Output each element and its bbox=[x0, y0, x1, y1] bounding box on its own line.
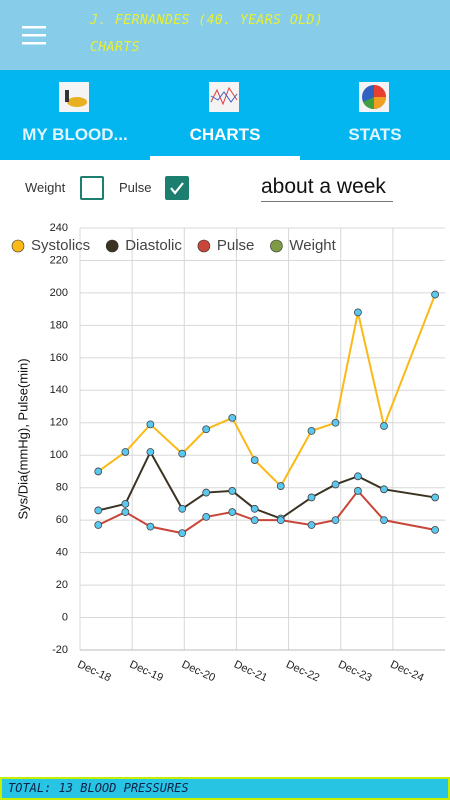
y-tick-label: 40 bbox=[56, 547, 68, 559]
legend-label: Weight bbox=[289, 237, 336, 254]
data-point bbox=[331, 480, 340, 489]
legend-swatch bbox=[11, 239, 25, 253]
legend-label: Diastolic bbox=[125, 237, 182, 254]
data-point bbox=[228, 508, 237, 516]
data-point bbox=[380, 485, 388, 494]
y-tick-label: 120 bbox=[50, 417, 68, 429]
tab-icon bbox=[209, 82, 239, 112]
data-point bbox=[94, 467, 103, 476]
tab-icon bbox=[59, 82, 89, 112]
tab-icon bbox=[359, 82, 389, 112]
data-point bbox=[178, 529, 187, 538]
x-tick-label: Dec-18 bbox=[76, 658, 113, 684]
data-point bbox=[431, 493, 439, 502]
y-tick-label: 240 bbox=[50, 222, 68, 234]
tab[interactable]: CHARTS bbox=[189, 125, 261, 144]
data-point bbox=[146, 522, 155, 531]
check-mark bbox=[170, 182, 184, 195]
data-point bbox=[276, 482, 285, 490]
data-point bbox=[250, 504, 259, 513]
tab-indicator bbox=[150, 156, 300, 160]
y-tick-label: 180 bbox=[50, 319, 68, 331]
data-point bbox=[202, 513, 211, 521]
x-tick-label: Dec-21 bbox=[232, 658, 269, 684]
data-point bbox=[276, 516, 285, 525]
range-dropdown[interactable]: about a week bbox=[261, 175, 393, 202]
y-tick-label: 80 bbox=[56, 482, 68, 494]
data-point bbox=[121, 448, 130, 456]
y-tick-label: 0 bbox=[62, 611, 68, 623]
legend-swatch bbox=[197, 239, 211, 253]
y-tick-label: 160 bbox=[50, 352, 68, 364]
data-point bbox=[178, 449, 187, 458]
y-tick-label: 20 bbox=[56, 579, 68, 591]
menu-icon[interactable] bbox=[22, 24, 52, 48]
checkbox[interactable] bbox=[165, 176, 189, 200]
data-point bbox=[228, 487, 237, 495]
data-point bbox=[121, 500, 130, 508]
data-point bbox=[354, 472, 362, 481]
tab-bar: MY BLOOD... CHARTS STATS bbox=[0, 70, 450, 160]
x-tick-label: Dec-22 bbox=[284, 658, 321, 684]
data-point bbox=[431, 290, 439, 299]
data-point bbox=[94, 521, 103, 529]
data-point bbox=[431, 525, 439, 534]
data-point bbox=[380, 422, 388, 430]
checkbox[interactable] bbox=[80, 176, 104, 200]
y-tick-label: 140 bbox=[50, 384, 68, 396]
x-tick-label: Dec-23 bbox=[336, 658, 373, 684]
data-point bbox=[307, 521, 316, 529]
data-point bbox=[331, 516, 340, 525]
y-axis-label: Sys/Dia(mmHg), Pulse(min) bbox=[15, 358, 30, 519]
tab[interactable]: STATS bbox=[348, 125, 402, 144]
data-point bbox=[307, 426, 316, 435]
data-point bbox=[146, 420, 155, 429]
series-line bbox=[98, 449, 436, 520]
data-point bbox=[178, 504, 187, 513]
x-tick-label: Dec-19 bbox=[128, 658, 165, 684]
data-point bbox=[202, 425, 211, 434]
app-title: J. FERNANDES (40. YEARS OLD) bbox=[90, 13, 324, 28]
y-tick-label: 100 bbox=[50, 449, 68, 461]
data-point bbox=[146, 448, 155, 456]
y-tick-label: 60 bbox=[56, 514, 68, 526]
app-bar: J. FERNANDES (40. YEARS OLD) CHARTS bbox=[0, 0, 450, 70]
app-subtitle: CHARTS bbox=[90, 40, 140, 55]
footer: TOTAL: 13 BLOOD PRESSURES bbox=[0, 777, 450, 800]
data-point bbox=[202, 488, 211, 497]
data-point bbox=[307, 493, 316, 502]
y-tick-label: -20 bbox=[52, 644, 68, 656]
y-tick-label: 200 bbox=[50, 287, 68, 299]
data-point bbox=[250, 456, 259, 465]
data-point bbox=[250, 516, 259, 525]
data-point bbox=[380, 516, 388, 525]
data-point bbox=[228, 413, 237, 422]
x-tick-label: Dec-24 bbox=[388, 658, 425, 684]
legend-swatch bbox=[270, 239, 283, 253]
checkbox-label: Pulse bbox=[119, 180, 152, 195]
data-point bbox=[354, 308, 362, 317]
checkbox-label: Weight bbox=[25, 180, 66, 195]
legend-label: Systolics bbox=[31, 237, 90, 254]
legend-swatch bbox=[105, 239, 119, 253]
data-point bbox=[121, 508, 130, 516]
data-point bbox=[94, 506, 103, 515]
y-tick-label: 220 bbox=[50, 254, 68, 266]
tab[interactable]: MY BLOOD... bbox=[22, 125, 128, 144]
data-point bbox=[331, 418, 340, 427]
chart: -20 0 20 40 60 80 100 120 140 160 180 200 220 240 Dec-… bbox=[11, 222, 445, 684]
data-point bbox=[354, 487, 362, 495]
x-tick-label: Dec-20 bbox=[180, 658, 217, 684]
legend-label: Pulse bbox=[217, 237, 255, 254]
